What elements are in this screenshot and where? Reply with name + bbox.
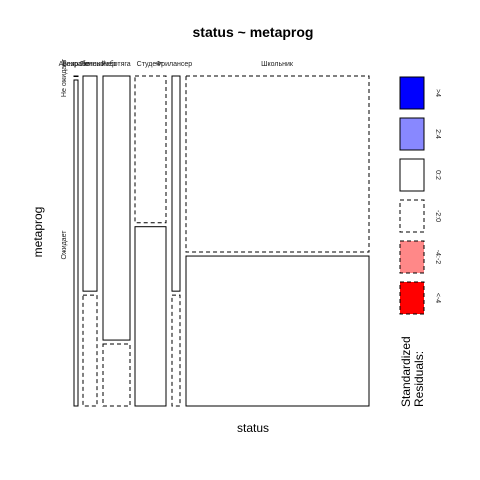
mosaic-cells [73, 75, 370, 407]
legend-label-1: 2:4 [434, 129, 441, 139]
y-axis-title: metaprog [31, 207, 45, 258]
column-label-2: Пенсионер [80, 61, 116, 68]
mosaic-cell-0-1 [73, 79, 79, 407]
mosaic-cell-2-1 [102, 343, 131, 407]
legend-swatch-0 [399, 76, 425, 110]
chart-title: status ~ metaprog [193, 24, 314, 40]
legend-label-5: <-4 [434, 293, 441, 303]
row-label-0: Не ожидает [61, 58, 68, 97]
row-label-1: Ожидает [61, 230, 68, 260]
legend-title-line2: Residuals: [412, 351, 426, 407]
mosaic-cell-1-0 [82, 75, 98, 292]
mosaic-cell-1-1 [82, 294, 98, 407]
column-label-5: Фрилансер [156, 61, 192, 68]
column-label-4: Студент [137, 61, 164, 68]
legend-swatch-1 [399, 117, 425, 151]
column-label-6: Школьник [261, 61, 294, 68]
x-axis-title: status [237, 421, 269, 435]
legend-label-3: -2:0 [434, 210, 441, 222]
mosaic-cell-3-0 [134, 75, 167, 224]
mosaic-cell-2-0 [102, 75, 131, 341]
legend-swatch-3 [399, 199, 425, 233]
mosaic-cell-3-1 [134, 226, 167, 407]
legend-label-2: 0:2 [434, 170, 441, 180]
legend-title-line1: Standardized [399, 336, 413, 407]
mosaic-cell-5-1 [185, 255, 370, 407]
mosaic-cell-5-0 [185, 75, 370, 253]
legend-swatch-5 [399, 281, 425, 315]
legend-label-4: -4:-2 [434, 250, 441, 265]
mosaic-cell-4-1 [171, 294, 181, 407]
legend-swatch-4 [399, 240, 425, 274]
mosaic-cell-0-0 [73, 75, 79, 77]
legend-swatch-2 [399, 158, 425, 192]
column-label-3: Работяга [101, 60, 130, 68]
mosaic-cell-4-0 [171, 75, 181, 292]
column-label-1: Безработный [62, 60, 105, 68]
column-label-0: Аспирант [59, 61, 91, 68]
residual-legend: >4 2:4 0:2 -2:0 -4:-2 <-4 [399, 76, 441, 315]
legend-label-0: >4 [434, 89, 441, 97]
